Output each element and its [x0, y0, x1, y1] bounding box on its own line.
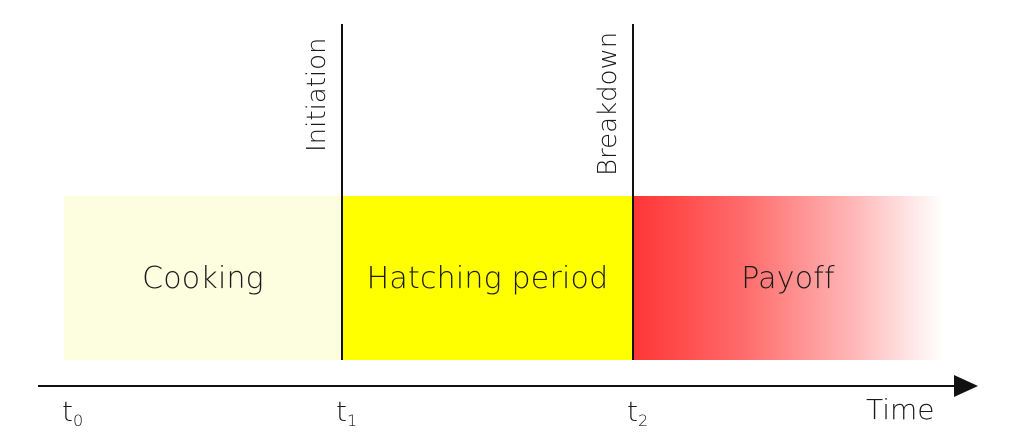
tick-t2-base: t [627, 395, 638, 428]
axis-title: Time [866, 393, 935, 426]
breakdown-label: Breakdown [593, 31, 623, 176]
tick-t1-base: t [336, 395, 347, 428]
tick-t1-sub: 1 [346, 411, 358, 430]
time-axis-line [38, 385, 956, 387]
phase-cooking: Cooking [64, 196, 342, 360]
phase-payoff: Payoff [633, 196, 943, 360]
initiation-label: Initiation [302, 37, 332, 152]
phase-hatching: Hatching period [342, 196, 633, 360]
tick-t1: t1 [336, 395, 357, 430]
tick-t2: t2 [627, 395, 648, 430]
tick-t0-base: t [62, 395, 73, 428]
breakdown-line [632, 24, 634, 360]
tick-t0-sub: 0 [72, 411, 84, 430]
phase-payoff-label: Payoff [741, 260, 835, 296]
phase-cooking-label: Cooking [142, 260, 264, 296]
phase-hatching-label: Hatching period [366, 260, 609, 296]
tick-t2-sub: 2 [637, 411, 649, 430]
initiation-line [341, 24, 343, 360]
tick-t0: t0 [62, 395, 83, 430]
time-axis-arrow-icon [954, 375, 978, 397]
